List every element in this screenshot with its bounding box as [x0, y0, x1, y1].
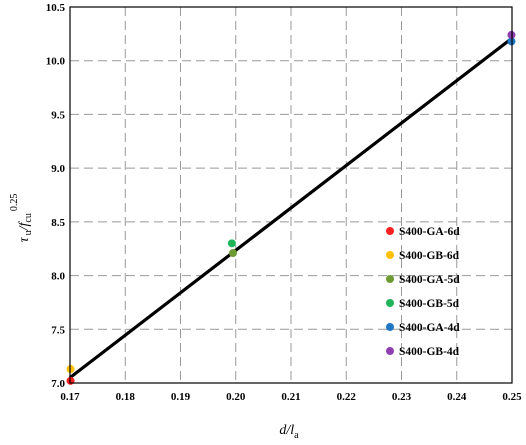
x-tick-label: 0.17: [60, 391, 80, 403]
x-tick-label: 0.20: [226, 391, 246, 403]
legend: S400-GA-6d S400-GB-6d S400-GA-5d S400-GB-5d…: [386, 226, 460, 358]
legend-marker: [386, 299, 394, 307]
y-tick-label: 9.5: [51, 109, 65, 121]
y-tick-labels: 7.0 7.5 8.0 8.5 9.0 9.5 10.0 10.5: [46, 2, 66, 390]
y-tick-label: 10.0: [46, 56, 66, 68]
data-point: [228, 249, 237, 258]
y-tick-label: 7.0: [51, 378, 65, 390]
legend-marker: [386, 227, 394, 235]
x-axis-label: d/la: [279, 423, 299, 441]
x-tick-label: 0.19: [171, 391, 191, 403]
x-tick-label: 0.22: [337, 391, 357, 403]
legend-label: S400-GA-6d: [399, 226, 460, 238]
x-tick-label: 0.24: [447, 391, 467, 403]
legend-label: S400-GB-4d: [399, 346, 460, 358]
y-axis-label: τu/fcu0.25: [9, 194, 34, 243]
grid-lines: [70, 7, 512, 383]
x-tick-label: 0.25: [502, 391, 522, 403]
x-tick-labels: 0.17 0.18 0.19 0.20 0.21 0.22 0.23 0.24 0.25: [60, 391, 522, 403]
legend-label: S400-GB-5d: [399, 298, 460, 310]
plot-frame: [69, 6, 513, 384]
y-tick-label: 8.0: [51, 271, 65, 283]
y-tick-label: 8.5: [51, 217, 65, 229]
legend-label: S400-GA-5d: [399, 274, 460, 286]
y-tick-label: 10.5: [46, 2, 66, 14]
y-tick-label: 9.0: [51, 163, 65, 175]
legend-marker: [386, 323, 394, 331]
x-tick-label: 0.21: [281, 391, 300, 403]
x-tick-label: 0.23: [392, 391, 412, 403]
legend-marker: [386, 251, 394, 259]
legend-label: S400-GA-4d: [399, 322, 460, 334]
x-tick-label: 0.18: [116, 391, 136, 403]
fit-line: [69, 36, 513, 379]
data-point: [227, 239, 236, 248]
legend-marker: [386, 275, 394, 283]
y-tick-label: 7.5: [51, 324, 65, 336]
legend-marker: [386, 347, 394, 355]
legend-label: S400-GB-6d: [399, 250, 460, 262]
